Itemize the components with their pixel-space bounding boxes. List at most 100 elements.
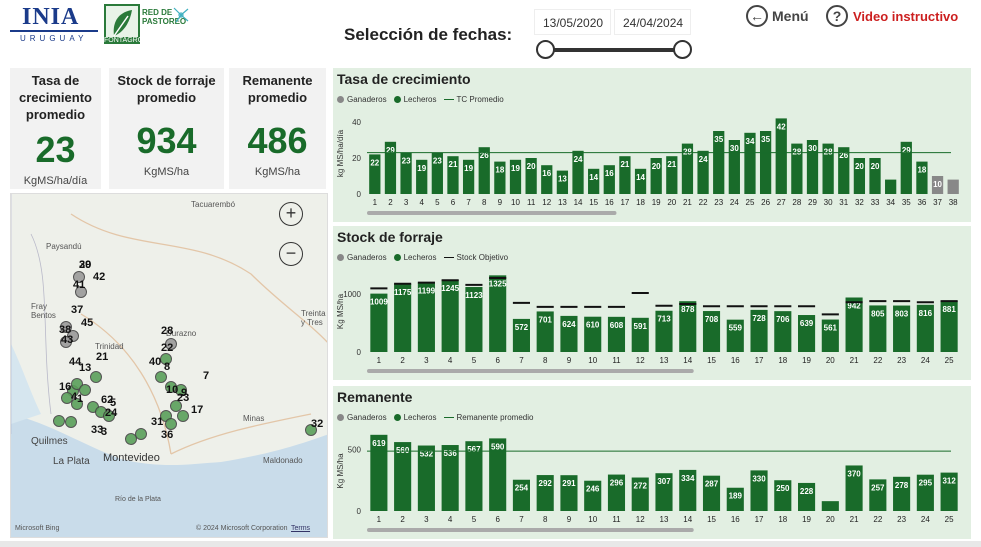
red-pastoreo-text: RED DE PASTOREO xyxy=(142,8,187,26)
bar xyxy=(556,170,569,194)
farm-marker[interactable] xyxy=(165,338,177,350)
farm-marker[interactable] xyxy=(103,410,115,422)
farm-label: 40 xyxy=(149,356,162,368)
map[interactable]: Tacuarembó Paysandú Fray Bentos Trinidad… xyxy=(10,193,328,538)
farm-marker[interactable] xyxy=(61,392,73,404)
x-tick-label: 13 xyxy=(660,515,669,524)
data-label: 246 xyxy=(586,485,600,494)
x-tick-label: 14 xyxy=(683,356,692,365)
zoom-in-button[interactable]: + xyxy=(279,202,303,226)
x-tick-label: 3 xyxy=(404,198,409,207)
bar xyxy=(369,154,381,194)
date-slider-start-handle[interactable] xyxy=(536,40,555,59)
video-button[interactable]: ? Video instructivo xyxy=(826,5,958,27)
farm-marker[interactable] xyxy=(60,336,72,348)
x-tick-label: 14 xyxy=(683,515,692,524)
data-label: 16 xyxy=(605,169,614,178)
date-from-input[interactable]: 13/05/2020 xyxy=(534,9,611,35)
menu-button[interactable]: ← Menú xyxy=(746,5,809,27)
bar xyxy=(655,473,673,511)
data-label: 23 xyxy=(433,157,442,166)
bar xyxy=(728,140,740,194)
data-label: 1245 xyxy=(441,284,459,293)
farm-marker[interactable] xyxy=(155,371,167,383)
farm-marker[interactable] xyxy=(53,415,65,427)
farm-marker[interactable] xyxy=(135,428,147,440)
farm-label: 1 xyxy=(77,393,84,405)
x-tick-label: 6 xyxy=(451,198,456,207)
x-tick-label: 3 xyxy=(424,515,429,524)
farm-marker[interactable] xyxy=(125,433,137,445)
farm-marker[interactable] xyxy=(165,418,177,430)
map-label: Río de la Plata xyxy=(115,496,161,503)
data-label: 590 xyxy=(491,442,505,451)
data-label: 816 xyxy=(919,309,933,318)
x-tick-label: 28 xyxy=(792,198,801,207)
x-tick-label: 15 xyxy=(707,356,716,365)
data-label: 287 xyxy=(705,480,719,489)
data-label: 21 xyxy=(667,160,676,169)
data-label: 567 xyxy=(467,445,481,454)
farm-marker[interactable] xyxy=(65,416,77,428)
data-label: 26 xyxy=(480,151,489,160)
legend-item: Lecheros xyxy=(403,95,437,104)
chart-title: Remanente xyxy=(337,389,413,405)
bar xyxy=(666,156,678,194)
farm-marker[interactable] xyxy=(73,271,85,283)
y-tick-label: 0 xyxy=(357,507,362,516)
bar xyxy=(931,176,944,194)
footer-bar xyxy=(0,541,981,547)
farm-marker[interactable] xyxy=(305,424,317,436)
bar xyxy=(713,131,725,194)
x-tick-label: 11 xyxy=(612,356,621,365)
farm-marker[interactable] xyxy=(160,353,172,365)
data-label: 878 xyxy=(681,305,695,314)
farm-label: 28 xyxy=(161,325,174,337)
farm-marker[interactable] xyxy=(170,400,182,412)
date-to-input[interactable]: 24/04/2024 xyxy=(614,9,691,35)
farm-marker[interactable] xyxy=(177,410,189,422)
data-label: 619 xyxy=(372,439,386,448)
data-label: 608 xyxy=(610,321,624,330)
bar xyxy=(512,479,530,511)
farm-label: 20 xyxy=(79,259,92,271)
farm-marker[interactable] xyxy=(75,286,87,298)
data-label: 1123 xyxy=(465,291,483,300)
bar xyxy=(509,159,522,194)
fontagro-text: FONTAGRO xyxy=(104,37,144,44)
data-label: 24 xyxy=(699,155,708,164)
x-tick-label: 20 xyxy=(667,198,676,207)
x-tick-label: 14 xyxy=(574,198,583,207)
data-label: 24 xyxy=(574,155,583,164)
date-slider-track[interactable] xyxy=(545,48,683,52)
bar xyxy=(603,165,615,194)
data-label: 292 xyxy=(539,479,553,488)
farm-marker[interactable] xyxy=(71,398,83,410)
x-tick-label: 2 xyxy=(388,198,393,207)
date-slider-end-handle[interactable] xyxy=(673,40,692,59)
bar xyxy=(400,152,412,194)
x-tick-label: 22 xyxy=(873,515,882,524)
legend-item: Remanente promedio xyxy=(456,413,534,422)
farm-marker[interactable] xyxy=(90,371,102,383)
bar xyxy=(441,279,459,352)
data-label: 572 xyxy=(515,323,529,332)
zoom-out-button[interactable]: − xyxy=(279,242,303,266)
farm-marker[interactable] xyxy=(175,384,187,396)
kpi-value: 23 xyxy=(35,129,76,170)
x-tick-label: 23 xyxy=(714,198,723,207)
map-terms-link[interactable]: Terms xyxy=(291,525,311,532)
farm-marker[interactable] xyxy=(79,384,91,396)
map-label: Fray Bentos xyxy=(31,302,56,320)
data-label: 561 xyxy=(824,324,838,333)
map-label: Maldonado xyxy=(263,456,303,465)
data-label: 312 xyxy=(942,477,956,486)
y-axis-label: Kg MS/ha xyxy=(336,453,345,489)
red-pastoreo-logo: RED DE PASTOREO FONTAGRO xyxy=(104,4,194,46)
bar xyxy=(759,131,772,194)
y-tick-label: 40 xyxy=(352,118,361,127)
inia-logo-text: INIA xyxy=(22,4,80,30)
network-icon xyxy=(173,7,189,23)
bar xyxy=(631,317,649,352)
x-tick-label: 9 xyxy=(567,515,572,524)
